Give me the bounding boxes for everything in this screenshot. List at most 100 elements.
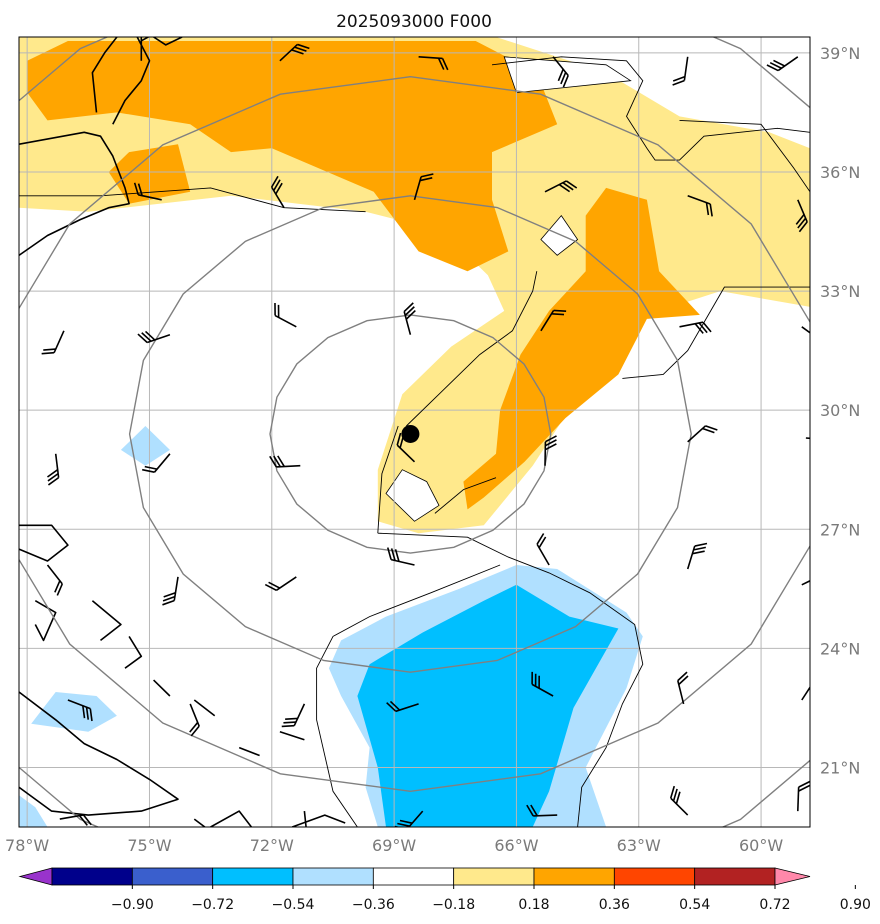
y-tick-label: 30°N [820,401,860,420]
shaded-region [19,795,48,827]
x-axis-labels: 78°W 75°W 72°W 69°W 66°W 63°W 60°W [5,836,783,855]
range-ring [128,195,692,673]
coastline [19,131,130,256]
wind-barb [801,679,810,701]
wind-barb [303,811,308,827]
wind-barb [274,302,297,328]
colorbar-label: 0.54 [679,897,710,913]
coastline [124,635,143,669]
colorbar-segment [51,867,133,886]
colorbar-label: 0.72 [759,897,790,913]
wind-barb [279,43,310,62]
wind-barb [677,671,689,705]
shaded-region [357,584,619,827]
colorbar-label: 0.18 [518,897,549,913]
coastline [112,37,151,125]
wind-barb [552,56,569,88]
colorbar-segment [453,867,535,886]
contour-line [405,271,538,427]
contour-line [19,187,366,213]
wind-barb [281,703,306,728]
colorbar-extend-low [18,867,53,886]
contour-line [679,119,810,193]
colorbar-segment [212,867,294,886]
wind-barb [686,542,708,570]
wind-barb [386,547,415,566]
shaded-region [27,41,558,272]
wind-barb [59,814,92,826]
colorbar-label: 0.90 [840,897,871,913]
wind-barb [544,435,557,466]
wind-barb [687,195,713,217]
wind-barb [269,455,301,468]
coastlines [19,37,346,827]
shaded-region [19,37,810,534]
wind-barb [526,804,558,817]
contour-line [377,532,644,827]
shaded-region [463,187,700,510]
wind-barb [46,453,60,486]
wind-barbs [41,37,810,827]
wind-barb [679,321,712,334]
coastline [193,699,216,717]
x-tick-label: 72°W [250,836,294,855]
range-ring [269,314,552,554]
colorbar-label: 0.36 [599,897,630,913]
contour-line [377,425,399,534]
wind-barb [672,56,689,86]
wind-barb [264,576,297,592]
storm-center-marker [401,424,420,443]
wind-barb [189,703,200,737]
wind-barb [413,173,434,201]
wind-barb [687,425,718,443]
clear-region [385,469,440,522]
coastline [210,810,253,827]
wind-barb [41,330,65,355]
colorbar-label: −0.54 [272,897,315,913]
wind-barb [46,564,64,596]
coastline [91,37,118,113]
map-frame [18,36,811,828]
y-axis-labels: 39°N 36°N 33°N 30°N 27°N 24°N 21°N [820,44,860,778]
colorbar-extend-high [774,867,811,886]
y-tick-label: 39°N [820,44,860,63]
colorbar-segment [533,867,615,886]
wind-barb [193,818,214,827]
wind-barb [801,326,810,342]
map-title: 2025093000 F000 [336,12,492,32]
colorbar-segment [372,867,455,886]
x-tick-label: 75°W [127,836,171,855]
wind-barb [67,699,93,722]
storm-center-layer [401,424,420,443]
wind-barb [140,37,150,61]
colorbar-label: −0.72 [191,897,234,913]
coastline [279,730,305,741]
coastline [91,600,122,642]
wind-barb [795,199,808,233]
y-tick-label: 33°N [820,282,860,301]
colorbar: −0.90 −0.72 −0.54 −0.36 −0.18 0.18 0.36 0.54 0.7… [18,867,871,913]
colorbar-label: −0.18 [432,897,475,913]
colorbar-segment [694,867,776,886]
wind-barb [270,175,285,209]
contour-lines [19,56,810,827]
wind-barb [669,785,689,816]
coastline [19,524,69,562]
coastline [291,814,346,827]
shaded-region [31,692,117,732]
contour-line [622,286,810,379]
wind-barb [536,533,550,566]
y-tick-label: 36°N [820,163,860,182]
y-tick-label: 24°N [820,639,860,658]
clear-region [540,214,579,256]
range-ring [19,75,810,793]
coastline [19,691,179,816]
contour-line [316,564,501,827]
wind-barb [137,330,171,344]
gridlines [19,37,810,827]
contour-line [434,477,497,514]
x-tick-label: 60°W [739,836,783,855]
y-tick-label: 21°N [820,758,860,777]
wind-barb [801,573,810,586]
